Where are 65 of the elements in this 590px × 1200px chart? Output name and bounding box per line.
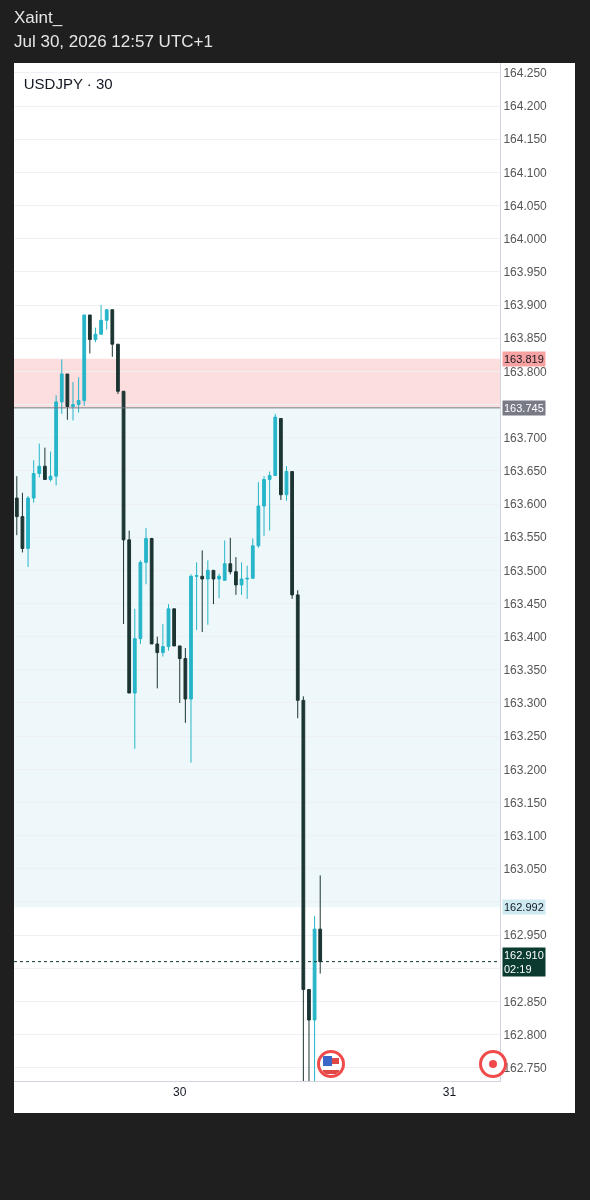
y-tick-label: 164.250 <box>503 66 548 81</box>
ref-line-label: 162.910 02:19 <box>504 949 544 976</box>
text: USDJPY · 30 <box>23 75 113 93</box>
text: Xaint_ <box>14 7 64 29</box>
text: Jul 30, 2026 12:57 UTC+1 <box>14 31 213 53</box>
ref-line-label: 163.745 <box>504 402 544 414</box>
y-tick-label: 163.850 <box>503 331 548 346</box>
candlestick <box>312 915 317 1081</box>
candlestick <box>234 556 238 596</box>
y-tick-label: 163.450 <box>503 596 548 611</box>
y-tick-label: 163.200 <box>503 762 548 777</box>
candlestick <box>87 314 92 354</box>
candlestick <box>116 343 120 395</box>
y-tick-label: 163.250 <box>503 729 548 744</box>
y-tick-label: 163.500 <box>503 563 548 578</box>
candlestick <box>65 373 70 421</box>
candlestick <box>217 573 221 599</box>
candlestick <box>200 549 205 633</box>
y-tick-label: 163.100 <box>503 828 548 843</box>
y-tick-label: 163.150 <box>503 795 548 810</box>
candlestick <box>26 495 30 568</box>
candlestick <box>99 304 103 335</box>
candlestick <box>228 537 233 575</box>
candlestick <box>205 559 210 626</box>
candlestick <box>194 561 199 631</box>
candlestick <box>290 471 294 600</box>
y-tick-label: 163.300 <box>503 696 548 711</box>
candlestick <box>189 573 193 764</box>
y-tick-label: 164.100 <box>503 165 548 180</box>
candlestick <box>144 527 148 585</box>
candlestick <box>93 327 98 343</box>
y-tick-label: 163.650 <box>503 464 548 479</box>
y-tick-label: 162.800 <box>503 1027 548 1042</box>
y-tick-label: 163.700 <box>503 430 548 445</box>
y-tick-label: 164.050 <box>503 198 548 213</box>
candlestick <box>284 465 289 502</box>
candlestick <box>110 309 115 358</box>
candlestick <box>59 358 64 415</box>
y-tick-label: 163.950 <box>503 265 548 280</box>
y-tick-label: 163.800 <box>503 364 548 379</box>
candlestick <box>43 447 47 480</box>
candlestick <box>307 988 311 1081</box>
y-tick-label: 164.200 <box>503 99 548 114</box>
x-tick-label: 30 <box>173 1085 187 1100</box>
y-tick-label: 164.000 <box>503 231 548 246</box>
y-tick-label: 162.850 <box>503 994 548 1009</box>
candlestick <box>262 475 266 537</box>
x-tick-label: 31 <box>442 1085 457 1100</box>
y-tick-label: 164.150 <box>503 132 548 147</box>
candlestick <box>104 309 109 331</box>
y-tick-label: 163.600 <box>503 497 548 512</box>
y-tick-label: 163.050 <box>503 861 548 876</box>
candlestick <box>71 381 75 421</box>
candlestick <box>222 540 227 581</box>
candlestick <box>211 569 216 605</box>
y-tick-label: 163.350 <box>503 663 548 678</box>
y-tick-label: 163.550 <box>503 530 548 545</box>
y-tick-label: 163.400 <box>503 629 548 644</box>
y-tick-label: 162.950 <box>503 928 548 943</box>
candlestick <box>279 417 283 501</box>
y-tick-label: 163.900 <box>503 298 548 313</box>
band-label: 162.992 <box>504 901 544 913</box>
candlestick <box>318 874 323 975</box>
candlestick <box>172 608 176 647</box>
band-label: 163.819 <box>504 353 544 365</box>
